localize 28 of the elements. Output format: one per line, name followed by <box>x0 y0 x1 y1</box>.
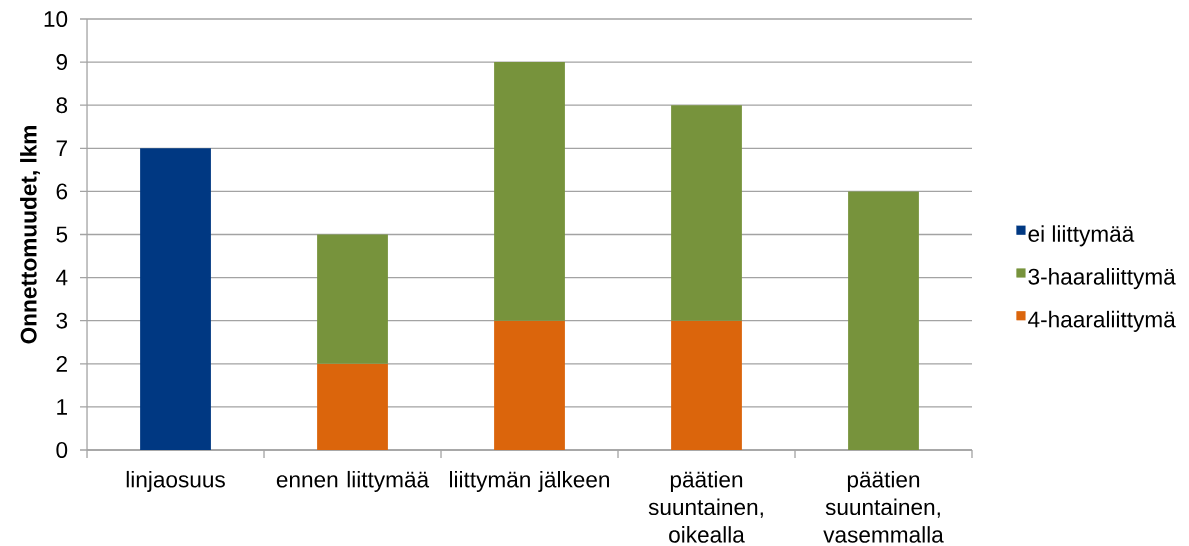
y-tick-label: 7 <box>56 140 67 157</box>
bar <box>671 320 742 450</box>
bar <box>494 320 565 450</box>
x-tick-label: ennen liittymää <box>276 470 430 492</box>
legend-label: 4-haaraliittymä <box>1028 310 1176 332</box>
x-tick-label: päätien suuntainen, vasemmalla <box>823 470 944 543</box>
bar <box>140 148 211 450</box>
x-tick-label: linjaosuus <box>126 470 225 492</box>
y-tick-label: 5 <box>56 226 68 243</box>
y-tick-label: 9 <box>56 54 67 71</box>
x-tick-label: päätien suuntainen, oikealla <box>648 470 763 543</box>
y-tick-label: 2 <box>56 355 67 372</box>
bar <box>671 105 742 321</box>
y-tick-label: 4 <box>56 269 68 286</box>
y-axis-title: Onnettomuudet, lkm <box>20 126 40 344</box>
y-tick-label: 8 <box>56 97 68 114</box>
y-tick-label: 1 <box>57 399 67 415</box>
x-tick-label: liittymän jälkeen <box>450 470 610 492</box>
bar <box>317 234 388 364</box>
bar <box>848 191 919 450</box>
bar <box>317 363 388 450</box>
legend-label: ei liittymää <box>1028 225 1135 247</box>
y-tick-label: 3 <box>56 312 68 329</box>
y-tick-label: 0 <box>56 441 68 458</box>
bar <box>494 62 565 321</box>
y-tick-label: 6 <box>56 183 68 200</box>
y-tick-label: 10 <box>44 11 68 27</box>
legend-label: 3-haaraliittymä <box>1028 268 1176 290</box>
